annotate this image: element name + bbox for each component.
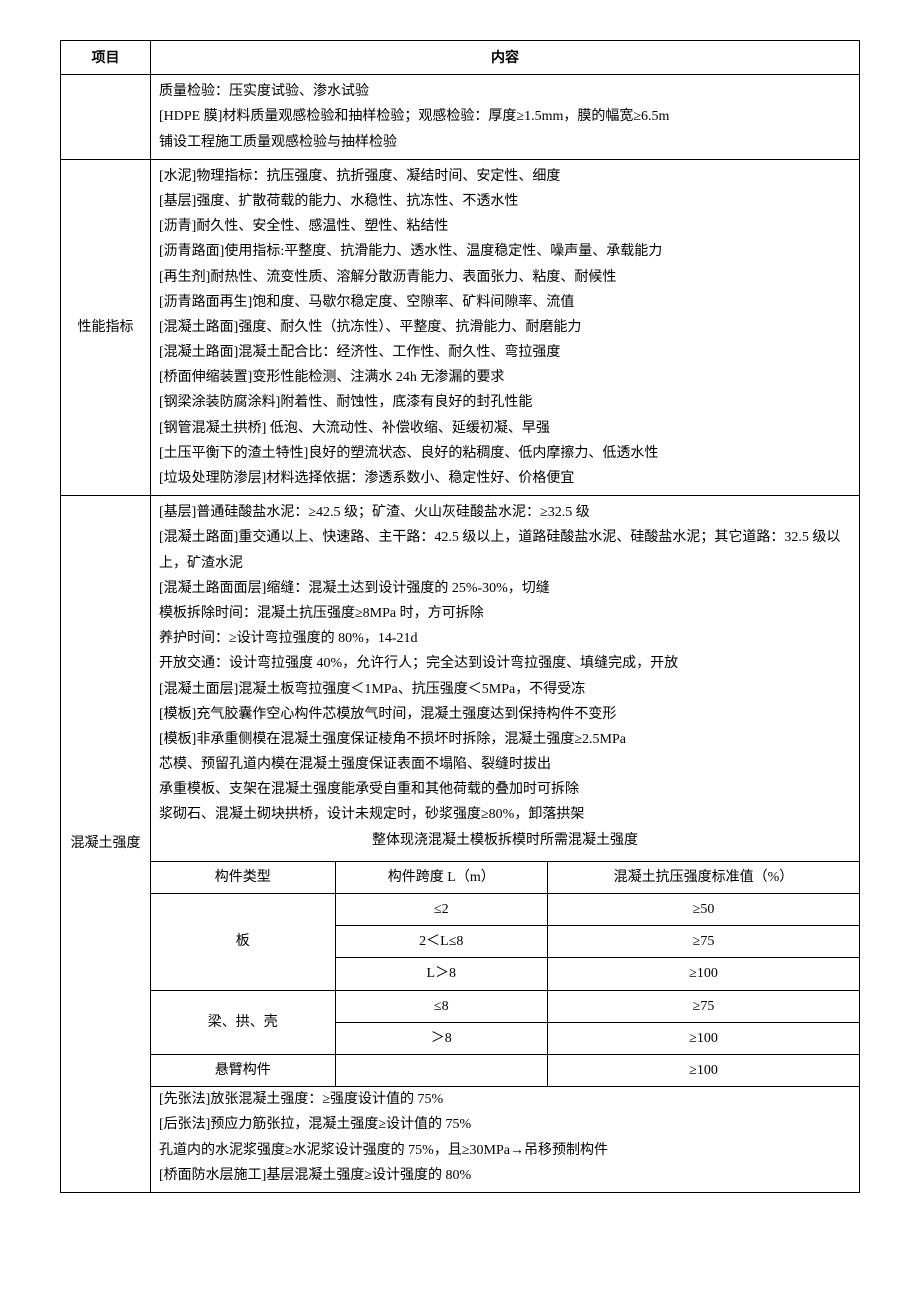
perf-line: [钢管混凝土拱桥] 低泡、大流动性、补偿收缩、延缓初凝、早强	[159, 416, 851, 441]
val-cell: ≥100	[547, 958, 859, 990]
val-cell: ≥100	[547, 1022, 859, 1054]
concrete-line: 芯模、预留孔道内模在混凝土强度保证表面不塌陷、裂缝时拔出	[159, 752, 851, 777]
performance-content: [水泥]物理指标：抗压强度、抗折强度、凝结时间、安定性、细度 [基层]强度、扩散…	[151, 159, 860, 495]
quality-content: 质量检验：压实度试验、渗水试验 [HDPE 膜]材料质量观感检验和抽样检验；观感…	[151, 75, 860, 160]
val-cell: ≥75	[547, 990, 859, 1022]
concrete-line: [混凝土面层]混凝土板弯拉强度＜1MPa、抗压强度＜5MPa，不得受冻	[159, 677, 851, 702]
concrete-line: [混凝土路面面层]缩缝：混凝土达到设计强度的 25%-30%，切缝	[159, 576, 851, 601]
inner-h3: 混凝土抗压强度标准值（%）	[547, 861, 859, 893]
concrete-content: [基层]普通硅酸盐水泥：≥42.5 级；矿渣、火山灰硅酸盐水泥：≥32.5 级 …	[151, 496, 860, 1193]
concrete-line: 养护时间：≥设计弯拉强度的 80%，14-21d	[159, 626, 851, 651]
concrete-line: 开放交通：设计弯拉强度 40%，允许行人；完全达到设计弯拉强度、填缝完成，开放	[159, 651, 851, 676]
perf-line: [混凝土路面]强度、耐久性（抗冻性）、平整度、抗滑能力、耐磨能力	[159, 315, 851, 340]
perf-line: [基层]强度、扩散荷载的能力、水稳性、抗冻性、不透水性	[159, 189, 851, 214]
concrete-line: 承重模板、支架在混凝土强度能承受自重和其他荷载的叠加时可拆除	[159, 777, 851, 802]
val-cell: ≥75	[547, 926, 859, 958]
type-cell: 悬臂构件	[151, 1054, 335, 1086]
val-cell: ≥100	[547, 1054, 859, 1086]
quality-row: 质量检验：压实度试验、渗水试验 [HDPE 膜]材料质量观感检验和抽样检验；观感…	[61, 75, 860, 160]
perf-line: [水泥]物理指标：抗压强度、抗折强度、凝结时间、安定性、细度	[159, 164, 851, 189]
inner-row: 悬臂构件 ≥100	[151, 1054, 859, 1086]
span-cell: 2＜L≤8	[335, 926, 547, 958]
inner-h2: 构件跨度 L（m）	[335, 861, 547, 893]
perf-line: [沥青]耐久性、安全性、感温性、塑性、粘结性	[159, 214, 851, 239]
concrete-label: 混凝土强度	[61, 496, 151, 1193]
span-cell	[335, 1054, 547, 1086]
quality-label	[61, 75, 151, 160]
concrete-post-line: 孔道内的水泥浆强度≥水泥浆设计强度的 75%，且≥30MPa→吊移预制构件	[159, 1138, 851, 1163]
performance-row: 性能指标 [水泥]物理指标：抗压强度、抗折强度、凝结时间、安定性、细度 [基层]…	[61, 159, 860, 495]
concrete-line: 浆砌石、混凝土砌块拱桥，设计未规定时，砂浆强度≥80%，卸落拱架	[159, 802, 851, 827]
concrete-line: 模板拆除时间：混凝土抗压强度≥8MPa 时，方可拆除	[159, 601, 851, 626]
inner-row: 梁、拱、壳 ≤8 ≥75	[151, 990, 859, 1022]
header-row: 项目 内容	[61, 41, 860, 75]
type-cell: 梁、拱、壳	[151, 990, 335, 1054]
perf-line: [桥面伸缩装置]变形性能检测、注满水 24h 无渗漏的要求	[159, 365, 851, 390]
main-table: 项目 内容 质量检验：压实度试验、渗水试验 [HDPE 膜]材料质量观感检验和抽…	[60, 40, 860, 1193]
perf-line: [垃圾处理防渗层]材料选择依据：渗透系数小、稳定性好、价格便宜	[159, 466, 851, 491]
perf-line: [土压平衡下的渣土特性]良好的塑流状态、良好的粘稠度、低内摩擦力、低透水性	[159, 441, 851, 466]
concrete-post-line: [桥面防水层施工]基层混凝土强度≥设计强度的 80%	[159, 1163, 851, 1188]
concrete-line: [模板]非承重侧模在混凝土强度保证棱角不损坏时拆除，混凝土强度≥2.5MPa	[159, 727, 851, 752]
header-col1: 项目	[61, 41, 151, 75]
span-cell: L＞8	[335, 958, 547, 990]
inner-h1: 构件类型	[151, 861, 335, 893]
val-cell: ≥50	[547, 894, 859, 926]
concrete-post-line: [后张法]预应力筋张拉，混凝土强度≥设计值的 75%	[159, 1112, 851, 1137]
concrete-line: [混凝土路面]重交通以上、快速路、主干路：42.5 级以上，道路硅酸盐水泥、硅酸…	[159, 525, 851, 575]
span-cell: ≤2	[335, 894, 547, 926]
inner-caption: 整体现浇混凝土模板拆模时所需混凝土强度	[159, 828, 851, 855]
concrete-row: 混凝土强度 [基层]普通硅酸盐水泥：≥42.5 级；矿渣、火山灰硅酸盐水泥：≥3…	[61, 496, 860, 1193]
inner-header-row: 构件类型 构件跨度 L（m） 混凝土抗压强度标准值（%）	[151, 861, 859, 893]
performance-label: 性能指标	[61, 159, 151, 495]
perf-line: [混凝土路面]混凝土配合比：经济性、工作性、耐久性、弯拉强度	[159, 340, 851, 365]
header-col2: 内容	[151, 41, 860, 75]
inner-row: 板 ≤2 ≥50	[151, 894, 859, 926]
quality-line: 质量检验：压实度试验、渗水试验	[159, 79, 851, 104]
quality-line: 铺设工程施工质量观感检验与抽样检验	[159, 130, 851, 155]
perf-line: [沥青路面]使用指标:平整度、抗滑能力、透水性、温度稳定性、噪声量、承载能力	[159, 239, 851, 264]
strength-inner-table: 构件类型 构件跨度 L（m） 混凝土抗压强度标准值（%） 板 ≤2 ≥50 2＜…	[151, 861, 859, 1086]
concrete-line: [模板]充气胶囊作空心构件芯模放气时间，混凝土强度达到保持构件不变形	[159, 702, 851, 727]
span-cell: ＞8	[335, 1022, 547, 1054]
span-cell: ≤8	[335, 990, 547, 1022]
perf-line: [沥青路面再生]饱和度、马歇尔稳定度、空隙率、矿料间隙率、流值	[159, 290, 851, 315]
perf-line: [再生剂]耐热性、流变性质、溶解分散沥青能力、表面张力、粘度、耐候性	[159, 265, 851, 290]
perf-line: [钢梁涂装防腐涂料]附着性、耐蚀性，底漆有良好的封孔性能	[159, 390, 851, 415]
quality-line: [HDPE 膜]材料质量观感检验和抽样检验；观感检验：厚度≥1.5mm，膜的幅宽…	[159, 104, 851, 129]
concrete-post-line: [先张法]放张混凝土强度：≥强度设计值的 75%	[159, 1087, 851, 1112]
concrete-line: [基层]普通硅酸盐水泥：≥42.5 级；矿渣、火山灰硅酸盐水泥：≥32.5 级	[159, 500, 851, 525]
type-cell: 板	[151, 894, 335, 991]
